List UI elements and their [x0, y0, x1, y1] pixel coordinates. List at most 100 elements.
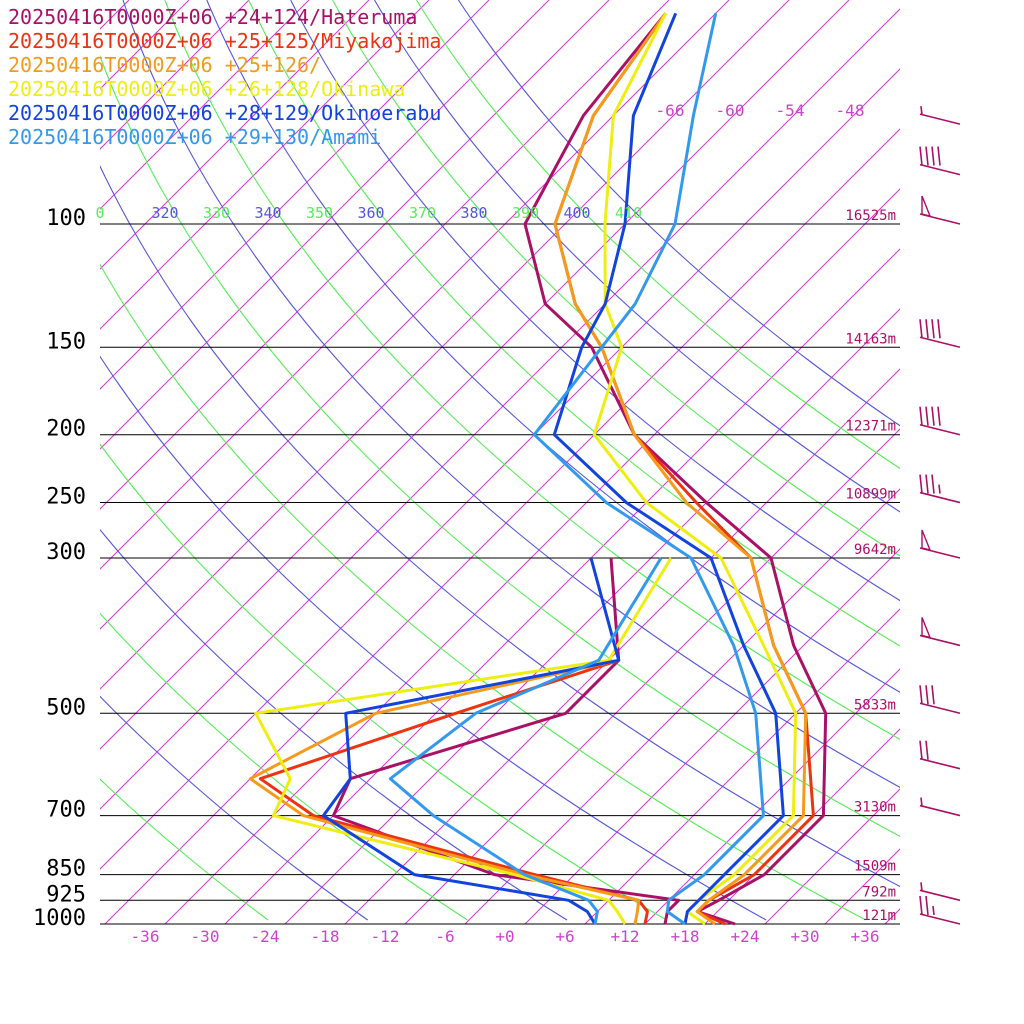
wind-barb [919, 617, 961, 647]
wind-barb-staff [919, 702, 961, 715]
wind-barb-full [931, 474, 935, 494]
wind-barb-full [937, 146, 941, 166]
wind-barb-full [937, 319, 941, 339]
dewpoint-profile-line [258, 658, 649, 925]
height-label: 10899m [845, 487, 896, 503]
height-label: 14163m [845, 331, 896, 347]
x-tick-label: +30 [791, 927, 820, 946]
wind-barb-flag [921, 195, 932, 218]
pressure-label: 300 [46, 540, 86, 565]
dry-adiabat-line [100, 695, 369, 921]
isotherm-line [100, 0, 790, 690]
wind-barb-full [925, 740, 929, 760]
wind-barb-half [932, 905, 935, 916]
pressure-label: 1000 [33, 906, 86, 931]
temperature-profile-line [552, 12, 785, 925]
wind-barb-full [919, 740, 923, 760]
wind-barb-staff [919, 491, 961, 504]
wind-barb-half [920, 882, 923, 892]
dry-adiabat-line [416, 0, 900, 470]
wind-barb-full [931, 146, 935, 166]
temperature-profile-line [553, 12, 808, 926]
x-tick-label: +6 [555, 927, 574, 946]
pressure-label: 150 [46, 329, 86, 354]
isotherm-line [100, 0, 730, 630]
isotherm-line [464, 488, 900, 924]
wind-barb-full [919, 406, 923, 426]
dry-adiabat-line [100, 612, 468, 921]
temperature-profile-line [532, 12, 765, 926]
x-tick-label: -6 [435, 927, 454, 946]
wind-barb-full [919, 319, 923, 339]
height-label: 12371m [845, 419, 896, 435]
wind-barb-full [931, 406, 935, 426]
isotherm-line [100, 68, 900, 870]
wind-barb-flag [921, 617, 932, 639]
x-tick-label: +36 [851, 927, 880, 946]
wind-barb-full [925, 319, 929, 339]
isotherm-line [884, 908, 900, 924]
dry-adiabat-line [122, 0, 900, 788]
x-tick-label: +12 [611, 927, 640, 946]
wind-barb-full [925, 685, 929, 705]
dry-adiabat-line [100, 443, 667, 921]
isotherm-line [100, 8, 900, 810]
isotherm-top-label: -54 [776, 101, 805, 120]
isotherm-lines [100, 0, 900, 924]
dry-adiabat-line [457, 0, 900, 427]
legend-entry: 20250416T0000Z+06 +29+130/Amami [8, 125, 381, 149]
theta-label: 410 [615, 204, 642, 222]
isotherm-line [100, 0, 610, 510]
height-label: 5833m [854, 697, 896, 713]
x-tick-label: -12 [371, 927, 400, 946]
x-tick-label: +18 [671, 927, 700, 946]
x-tick-label: -18 [311, 927, 340, 946]
height-label: 792m [862, 884, 896, 900]
isotherm-line [824, 848, 900, 924]
pressure-label: 850 [46, 857, 86, 882]
dry-adiabat-line [100, 54, 900, 837]
theta-label: 390 [512, 204, 539, 222]
wind-barb-staff [919, 163, 961, 176]
wind-barb-full [931, 685, 935, 705]
wind-barbs [919, 106, 961, 925]
wind-barb [919, 319, 961, 349]
pressure-label: 200 [46, 417, 86, 442]
height-label: 121m [862, 908, 896, 924]
wind-barb-full [931, 319, 935, 339]
dry-adiabat-line [332, 0, 900, 557]
pressure-label: 925 [46, 882, 86, 907]
x-tick-label: +0 [495, 927, 514, 946]
wind-barb-full [925, 406, 929, 426]
wind-barb-staff [919, 113, 961, 125]
wind-barb [919, 797, 961, 817]
wind-barb [919, 406, 961, 436]
wind-barb [919, 895, 961, 925]
isotherm-line [164, 188, 900, 924]
wind-barb-staff [919, 913, 961, 925]
wind-barb-staff [919, 804, 961, 817]
pressure-label: 250 [46, 485, 86, 510]
theta-label: 0 [95, 204, 104, 222]
wind-barb-full [925, 895, 929, 916]
wind-barb-staff [919, 336, 961, 349]
wind-barb-full [919, 146, 923, 166]
theta-label: 370 [409, 204, 436, 222]
dry-adiabat-line [100, 528, 568, 921]
isotherm-line [704, 728, 900, 924]
isotherm-line [100, 0, 310, 210]
wind-barb [919, 882, 961, 902]
wind-barb-half [938, 484, 941, 494]
isotherm-line [100, 0, 550, 450]
wind-barb-full [919, 474, 923, 494]
wind-barb-full [919, 895, 923, 916]
wind-barb [919, 529, 961, 559]
pressure-label: 100 [46, 206, 86, 231]
dewpoint-profile-line [248, 658, 641, 925]
x-tick-label: -24 [251, 927, 280, 946]
dewpoint-profile-line [331, 557, 681, 925]
pressure-level-lines: 100 16525m 150 14163m 200 12371m 250 10899m 300 9… [33, 206, 900, 931]
wind-barb-staff [919, 889, 961, 902]
wind-barb-full [925, 474, 929, 494]
wind-barb-staff [919, 757, 961, 770]
